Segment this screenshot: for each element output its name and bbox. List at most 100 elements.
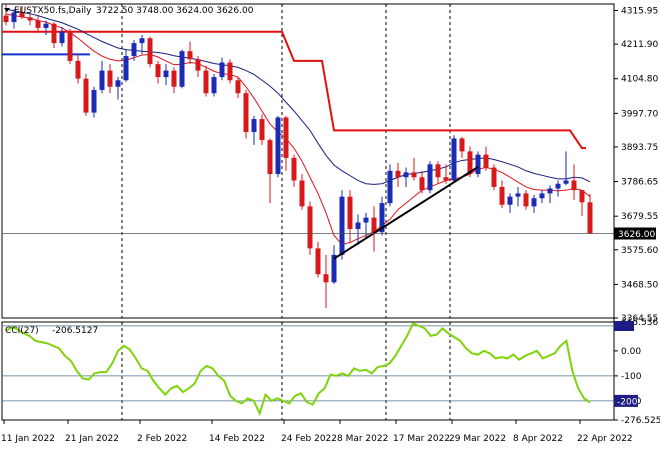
cci-tick-label: 115.536 (621, 318, 658, 328)
chart-symbol-label: EUSTX50.fs,Daily (14, 6, 92, 16)
candle-body (267, 140, 273, 175)
candle-body (299, 180, 305, 207)
candle-body (571, 180, 577, 191)
candle-body (275, 117, 281, 175)
cci-top-badge (614, 321, 634, 331)
cci-panel-frame (1, 321, 615, 421)
price-tick-label: 3893.75 (621, 143, 658, 153)
candle-body (67, 31, 73, 61)
candle-body (123, 56, 129, 81)
candle-body (163, 70, 169, 78)
last-price-badge (614, 227, 656, 240)
candle-body (539, 193, 545, 199)
candle-body (91, 89, 97, 113)
collapse-triangle-icon[interactable] (4, 8, 10, 12)
price-tick-label: 4315.95 (621, 6, 658, 16)
candle-body (395, 170, 401, 178)
candle-body (579, 190, 585, 203)
candle-body (563, 180, 569, 184)
price-tick-label: 3468.50 (621, 280, 658, 290)
candle-body (11, 12, 17, 23)
candle-body (259, 119, 265, 141)
candle-body (315, 248, 321, 275)
price-tick-label: 3364.55 (621, 314, 658, 324)
candle-body (499, 186, 505, 205)
candle-body (83, 78, 89, 113)
last-price-label: 3626.00 (618, 230, 655, 240)
candle-body (179, 51, 185, 87)
price-tick-label: 4104.80 (621, 75, 658, 85)
candle-body (35, 20, 41, 28)
candle-body (43, 23, 49, 28)
moving-average-navy-line (5, 8, 591, 185)
candle-body (27, 17, 33, 21)
chart-ohlc-label: 3722.50 3748.00 3624.00 3626.00 (96, 6, 254, 16)
candle-body (507, 196, 513, 205)
candle-body (387, 170, 393, 204)
x-axis-label: 24 Feb 2022 (281, 434, 337, 444)
candle-body (403, 172, 409, 178)
price-tick-label: 3997.70 (621, 109, 658, 119)
trendline (333, 166, 479, 260)
candle-body (459, 138, 465, 152)
candle-body (587, 202, 593, 234)
x-axis-label: 17 Mar 2022 (393, 434, 450, 444)
candle-body (331, 254, 337, 283)
candle-body (307, 206, 313, 249)
candle-body (475, 154, 481, 175)
price-tick-label: 4211.90 (621, 40, 658, 50)
candle-body (235, 80, 241, 94)
candle-body (347, 196, 353, 229)
candle-body (355, 222, 361, 229)
cci-tick-label: 0.00 (621, 347, 641, 357)
cci-line (5, 322, 591, 417)
candle-body (219, 62, 225, 78)
x-axis-label: 8 Mar 2022 (337, 434, 388, 444)
x-axis-label: 14 Feb 2022 (209, 434, 265, 444)
cci-value-label: -206.5127 (52, 326, 98, 336)
candle-body (531, 198, 537, 207)
price-tick-label: 3786.65 (621, 178, 658, 188)
candle-body (243, 93, 249, 132)
x-axis-label: 2 Feb 2022 (137, 434, 187, 444)
x-axis-label: 29 Mar 2022 (449, 434, 506, 444)
candle-body (379, 203, 385, 233)
x-axis-label: 8 Apr 2022 (513, 434, 563, 444)
candle-body (107, 70, 113, 87)
moving-average-red-line (5, 13, 591, 246)
candle-body (59, 31, 65, 44)
candle-body (467, 151, 473, 175)
candle-body (75, 60, 81, 79)
candle-body (195, 59, 201, 71)
price-tick-label: 3679.55 (621, 212, 658, 222)
candle-body (491, 167, 497, 187)
candle-body (419, 177, 425, 191)
candle-body (251, 119, 257, 132)
cci-label: CCI(27) (5, 326, 39, 336)
candle-body (171, 70, 177, 87)
candle-body (3, 15, 9, 23)
candle-body (139, 38, 145, 44)
candle-body (547, 188, 553, 194)
candle-body (451, 138, 457, 181)
candle-body (291, 157, 297, 181)
x-axis-label: 21 Jan 2022 (65, 434, 119, 444)
candle-body (411, 172, 417, 178)
cci-value-badge (614, 394, 638, 407)
candle-body (51, 23, 57, 44)
candle-body (555, 183, 561, 189)
candle-body (435, 164, 441, 178)
candle-body (483, 154, 489, 168)
candle-body (147, 38, 153, 65)
resistance-step-line (2, 30, 586, 150)
x-axis-label: 22 Apr 2022 (577, 434, 633, 444)
candle-body (227, 62, 233, 81)
cci-tick-label: -100 (621, 372, 642, 382)
candle-body (443, 177, 449, 181)
cci-value-badge-label: -200 (617, 397, 638, 407)
price-panel-frame (1, 3, 615, 319)
candle-body (115, 80, 121, 87)
candle-body (283, 117, 289, 158)
